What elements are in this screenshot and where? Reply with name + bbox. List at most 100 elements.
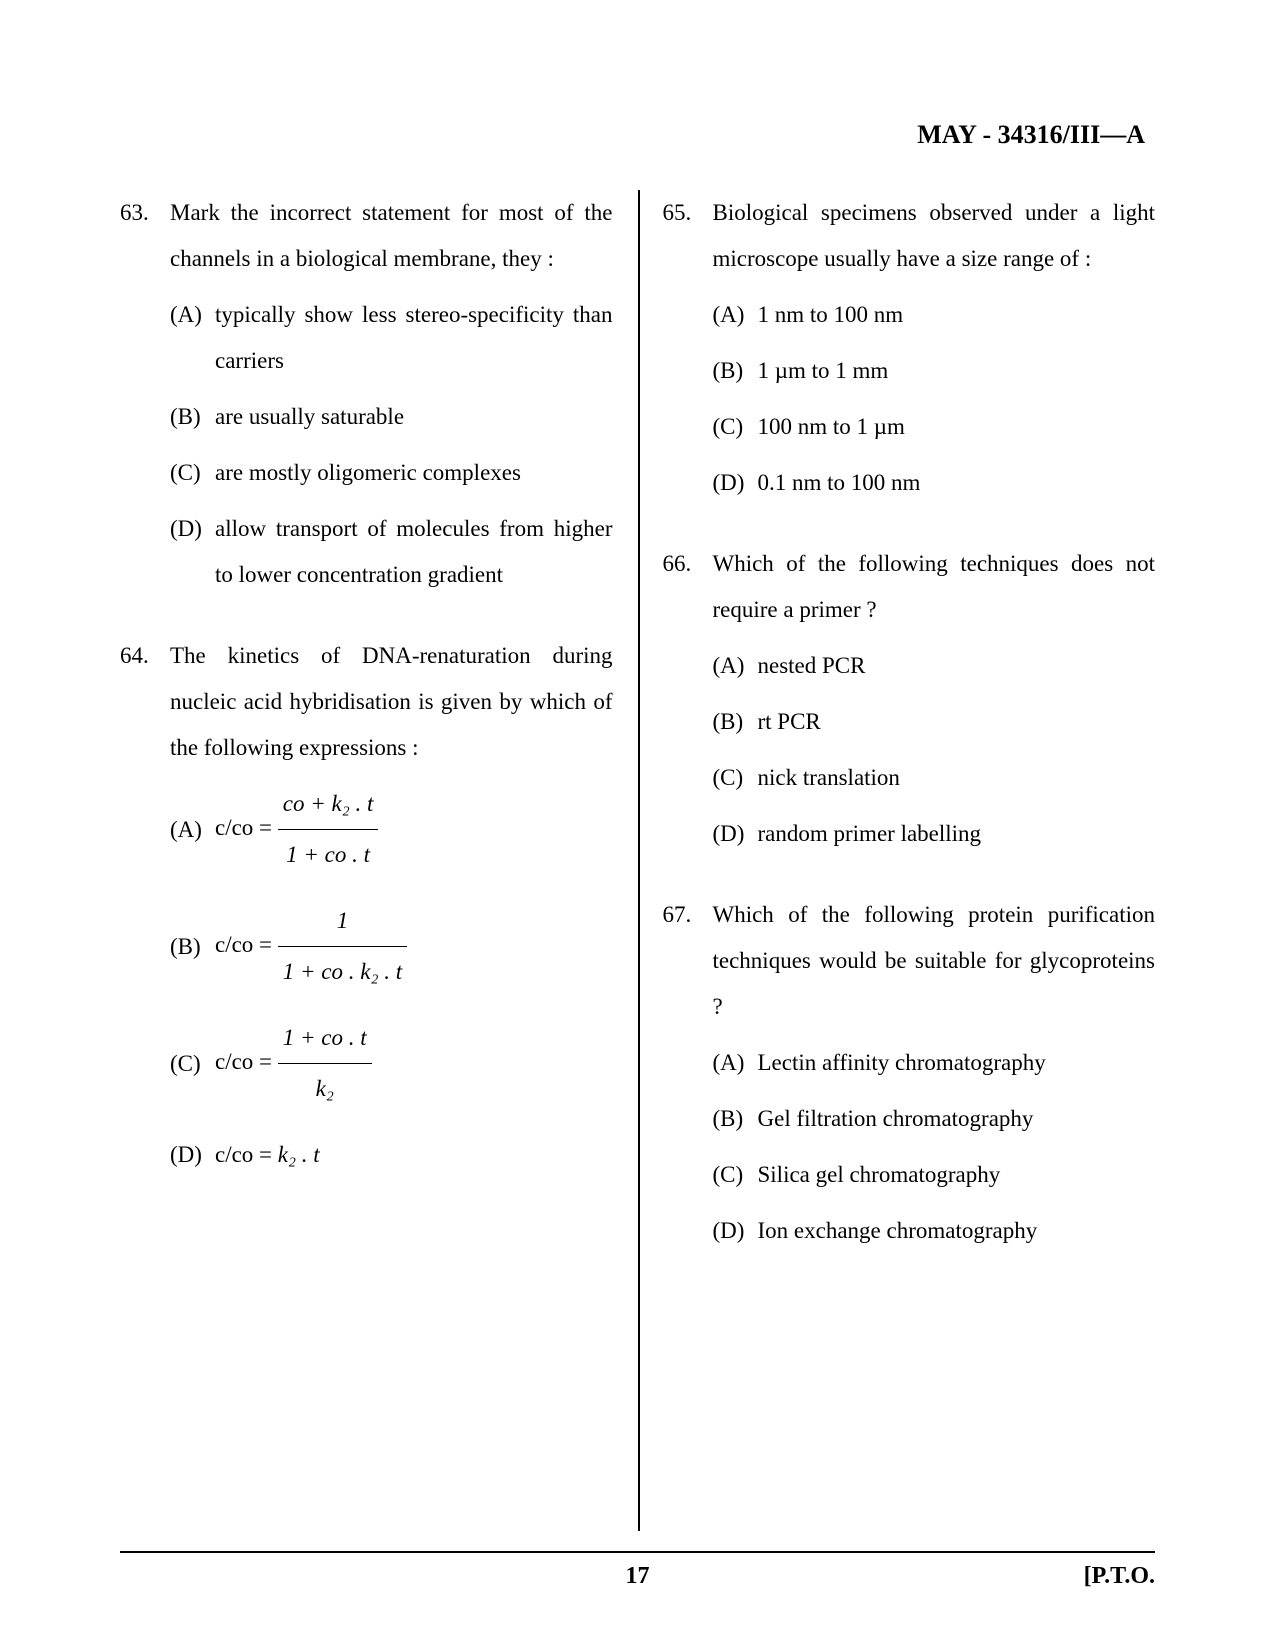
- option-label: (A): [170, 807, 215, 853]
- page-container: MAY - 34316/III—A 63. Mark the incorrect…: [0, 0, 1275, 1650]
- option-text: Gel filtration chromatography: [758, 1096, 1156, 1142]
- options-list: (A) 1 nm to 100 nm (B) 1 µm to 1 mm (C) …: [663, 292, 1156, 506]
- question-number: 64.: [120, 633, 170, 771]
- equation-lhs: c/co =: [215, 1142, 278, 1167]
- question-body: Mark the incorrect statement for most of…: [170, 190, 613, 282]
- question-body: Which of the following protein purificat…: [713, 892, 1156, 1030]
- option-text: allow transport of molecules from higher…: [215, 506, 613, 598]
- pto-label: [P.T.O.: [1084, 1563, 1155, 1590]
- option-b: (B) are usually saturable: [170, 394, 613, 440]
- option-d: (D) allow transport of molecules from hi…: [170, 506, 613, 598]
- option-text: 100 nm to 1 µm: [758, 404, 1156, 450]
- numerator: co + k₂ . t: [278, 781, 379, 830]
- question-text: 66. Which of the following techniques do…: [663, 541, 1156, 633]
- option-d: (D) 0.1 nm to 100 nm: [713, 460, 1156, 506]
- question-text: 65. Biological specimens observed under …: [663, 190, 1156, 282]
- column-divider: [638, 190, 640, 1531]
- equation-lhs: c/co =: [215, 1049, 278, 1074]
- option-label: (C): [170, 450, 215, 496]
- option-label: (C): [713, 755, 758, 801]
- option-b: (B) Gel filtration chromatography: [713, 1096, 1156, 1142]
- option-a: (A) typically show less stereo-specifici…: [170, 292, 613, 384]
- option-text: Ion exchange chromatography: [758, 1208, 1156, 1254]
- content-area: 63. Mark the incorrect statement for mos…: [120, 190, 1155, 1531]
- denominator: 1 + co . k₂ . t: [278, 947, 407, 995]
- question-65: 65. Biological specimens observed under …: [663, 190, 1156, 506]
- option-label: (B): [713, 1096, 758, 1142]
- question-number: 66.: [663, 541, 713, 633]
- option-label: (B): [170, 394, 215, 440]
- question-67: 67. Which of the following protein purif…: [663, 892, 1156, 1254]
- option-text: 1 nm to 100 nm: [758, 292, 1156, 338]
- option-label: (B): [170, 924, 215, 970]
- right-column: 65. Biological specimens observed under …: [638, 190, 1156, 1531]
- exam-header: MAY - 34316/III—A: [120, 120, 1155, 150]
- options-list: (A) c/co = co + k₂ . t 1 + co . t (B): [120, 781, 613, 1178]
- option-text: 1 µm to 1 mm: [758, 348, 1156, 394]
- page-footer: 17 [P.T.O.: [120, 1551, 1155, 1590]
- option-label: (D): [170, 1132, 215, 1178]
- question-text: 67. Which of the following protein purif…: [663, 892, 1156, 1030]
- option-a: (A) Lectin affinity chromatography: [713, 1040, 1156, 1086]
- equation-rhs: k₂ . t: [278, 1142, 320, 1167]
- option-text: nick translation: [758, 755, 1156, 801]
- option-label: (A): [713, 643, 758, 689]
- question-text: 64. The kinetics of DNA-renaturation dur…: [120, 633, 613, 771]
- page-number: 17: [626, 1563, 650, 1590]
- question-64: 64. The kinetics of DNA-renaturation dur…: [120, 633, 613, 1178]
- option-label: (B): [713, 699, 758, 745]
- numerator: 1 + co . t: [278, 1015, 372, 1064]
- equation-lhs: c/co =: [215, 932, 278, 957]
- option-d: (D) random primer labelling: [713, 811, 1156, 857]
- option-label: (A): [713, 1040, 758, 1086]
- options-list: (A) typically show less stereo-specifici…: [120, 292, 613, 598]
- option-label: (A): [713, 292, 758, 338]
- question-66: 66. Which of the following techniques do…: [663, 541, 1156, 857]
- numerator: 1: [278, 898, 407, 947]
- question-body: Biological specimens observed under a li…: [713, 190, 1156, 282]
- option-label: (A): [170, 292, 215, 384]
- option-b: (B) 1 µm to 1 mm: [713, 348, 1156, 394]
- footer-row: 17 [P.T.O.: [120, 1563, 1155, 1590]
- option-b: (B) c/co = 1 1 + co . k₂ . t: [170, 898, 613, 995]
- option-label: (D): [713, 811, 758, 857]
- option-d: (D) Ion exchange chromatography: [713, 1208, 1156, 1254]
- option-label: (C): [170, 1041, 215, 1087]
- option-c: (C) are mostly oligomeric complexes: [170, 450, 613, 496]
- question-body: Which of the following techniques does n…: [713, 541, 1156, 633]
- option-label: (D): [713, 460, 758, 506]
- option-b: (B) rt PCR: [713, 699, 1156, 745]
- options-list: (A) nested PCR (B) rt PCR (C) nick trans…: [663, 643, 1156, 857]
- question-63: 63. Mark the incorrect statement for mos…: [120, 190, 613, 598]
- question-body: The kinetics of DNA-renaturation during …: [170, 633, 613, 771]
- option-a: (A) c/co = co + k₂ . t 1 + co . t: [170, 781, 613, 878]
- option-text: Silica gel chromatography: [758, 1152, 1156, 1198]
- left-column: 63. Mark the incorrect statement for mos…: [120, 190, 638, 1531]
- options-list: (A) Lectin affinity chromatography (B) G…: [663, 1040, 1156, 1254]
- question-number: 67.: [663, 892, 713, 1030]
- option-text: nested PCR: [758, 643, 1156, 689]
- math-equation: c/co = 1 1 + co . k₂ . t: [215, 898, 407, 995]
- option-text: typically show less stereo-specificity t…: [215, 292, 613, 384]
- option-a: (A) nested PCR: [713, 643, 1156, 689]
- option-a: (A) 1 nm to 100 nm: [713, 292, 1156, 338]
- math-equation: c/co = 1 + co . t k₂: [215, 1015, 372, 1112]
- option-label: (C): [713, 404, 758, 450]
- option-d: (D) c/co = k₂ . t: [170, 1132, 613, 1178]
- math-equation: c/co = k₂ . t: [215, 1132, 320, 1178]
- denominator: k₂: [278, 1064, 372, 1112]
- option-text: Lectin affinity chromatography: [758, 1040, 1156, 1086]
- option-text: random primer labelling: [758, 811, 1156, 857]
- question-text: 63. Mark the incorrect statement for mos…: [120, 190, 613, 282]
- equation-lhs: c/co =: [215, 815, 278, 840]
- option-c: (C) c/co = 1 + co . t k₂: [170, 1015, 613, 1112]
- option-c: (C) nick translation: [713, 755, 1156, 801]
- question-number: 65.: [663, 190, 713, 282]
- option-label: (B): [713, 348, 758, 394]
- math-equation: c/co = co + k₂ . t 1 + co . t: [215, 781, 378, 878]
- option-label: (D): [713, 1208, 758, 1254]
- option-text: are mostly oligomeric complexes: [215, 450, 613, 496]
- question-number: 63.: [120, 190, 170, 282]
- option-label: (C): [713, 1152, 758, 1198]
- option-c: (C) 100 nm to 1 µm: [713, 404, 1156, 450]
